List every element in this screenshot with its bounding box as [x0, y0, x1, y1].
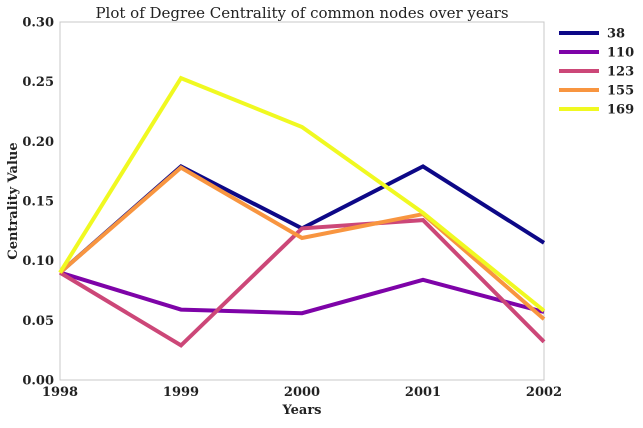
y-axis-label: Centrality Value [6, 142, 21, 259]
legend: 38 110 123 155 169 [559, 27, 634, 118]
x-tick-label: 2002 [526, 385, 562, 400]
series-line-169 [58, 75, 546, 313]
plot-area [59, 21, 545, 381]
y-tick-label: 0.10 [22, 254, 54, 269]
y-axis: 0.00 0.05 0.10 0.15 0.20 0.25 0.30 [22, 16, 54, 389]
x-tick-label: 2000 [284, 385, 320, 400]
legend-label-169: 169 [607, 103, 634, 118]
legend-label-38: 38 [607, 27, 625, 42]
y-tick-label: 0.20 [22, 135, 54, 150]
series-line-110 [59, 270, 545, 316]
chart-title: Plot of Degree Centrality of common node… [95, 4, 508, 22]
x-tick-label: 1999 [163, 385, 199, 400]
y-tick-label: 0.05 [22, 314, 54, 329]
x-tick-label: 1998 [42, 385, 78, 400]
legend-label-110: 110 [607, 46, 634, 61]
x-axis: 1998 1999 2000 2001 2002 [42, 385, 562, 400]
y-tick-label: 0.00 [22, 374, 54, 389]
series-line-155 [58, 165, 546, 321]
series-line-123 [58, 218, 546, 348]
y-tick-label: 0.30 [22, 16, 54, 31]
x-tick-label: 2001 [405, 385, 441, 400]
y-tick-label: 0.25 [22, 75, 54, 90]
legend-label-123: 123 [607, 65, 634, 80]
legend-label-155: 155 [607, 84, 634, 99]
x-axis-label: Years [281, 403, 321, 418]
series-lines [58, 75, 546, 348]
y-tick-label: 0.15 [22, 195, 54, 210]
